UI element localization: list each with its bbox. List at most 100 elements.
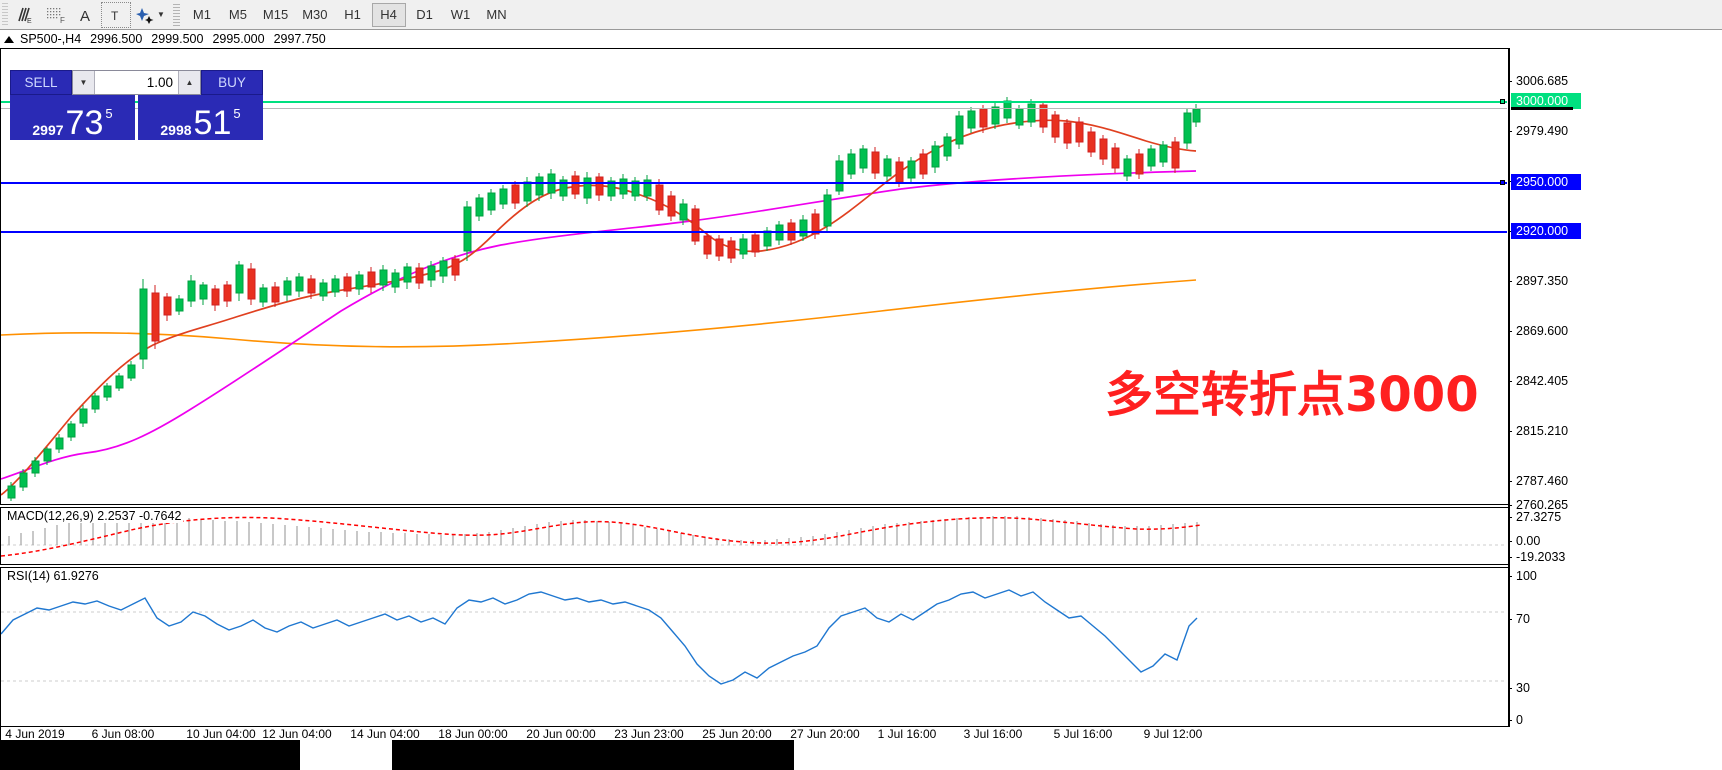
macd-tick-label: 27.3275 xyxy=(1516,510,1562,524)
volume-increment-icon[interactable]: ▲ xyxy=(178,71,200,94)
time-tick-2: 10 Jun 04:00 xyxy=(186,727,256,741)
sell-price-pipette: 5 xyxy=(105,106,113,121)
chart-annotation-text: 多空转折点3000 xyxy=(1105,367,1479,423)
rsi-pane[interactable]: RSI(14) 61.9276 xyxy=(0,567,1508,727)
macd-tick-label: -19.2033 xyxy=(1516,550,1566,564)
sell-price-display[interactable]: 2997 73 5 xyxy=(10,95,135,140)
price-tick-label: 2897.350 xyxy=(1516,274,1569,288)
sell-button[interactable]: SELL xyxy=(10,70,72,95)
buy-price-display[interactable]: 2998 51 5 xyxy=(138,95,263,140)
candlestick-series xyxy=(7,97,1201,501)
rsi-chart-svg xyxy=(1,589,1507,685)
price-chart-svg xyxy=(1,97,1201,501)
price-tick-7: 2815.210 xyxy=(1507,424,1569,438)
toolbar-grip[interactable] xyxy=(2,2,8,27)
volume-decrement-icon[interactable]: ▼ xyxy=(73,71,95,94)
time-tick-8: 25 Jun 20:00 xyxy=(702,727,772,741)
bid-price-line[interactable] xyxy=(1,101,1507,103)
macd-tick-2: -19.2033 xyxy=(1507,550,1566,564)
price-tick-label: 2787.460 xyxy=(1516,474,1569,488)
symbol-ohlc-bar: SP500-,H4 2996.500 2999.500 2995.000 299… xyxy=(0,30,335,48)
buy-price-pipette: 5 xyxy=(233,106,241,121)
timeframe-m30[interactable]: M30 xyxy=(302,7,328,22)
ma-orange-line xyxy=(1,279,1197,348)
grid-f-icon[interactable]: F xyxy=(41,2,71,28)
text-label-icon[interactable]: T xyxy=(101,1,131,28)
price-tick-label: 2815.210 xyxy=(1516,424,1569,438)
indicators-icon[interactable]: E xyxy=(11,2,41,28)
objects-icon[interactable] xyxy=(131,2,161,28)
macd-signal-line xyxy=(1,516,1202,557)
rsi-scale: 100 70 30 0 xyxy=(1508,567,1722,727)
collapse-triangle-icon[interactable] xyxy=(4,35,14,43)
macd-tick-1: 0.00 xyxy=(1507,534,1541,548)
bottom-bar xyxy=(0,740,1722,770)
svg-text:F: F xyxy=(60,16,65,25)
price-tick-5: 2869.600 xyxy=(1507,324,1569,338)
price-tick-label: 2979.490 xyxy=(1516,124,1569,138)
timeframe-m5[interactable]: M5 xyxy=(228,7,247,22)
timeframe-mn[interactable]: MN xyxy=(486,7,507,22)
volume-stepper[interactable]: ▼ 1.00 ▲ xyxy=(72,70,201,95)
timeframe-w1[interactable]: W1 xyxy=(450,7,471,22)
macd-chart-svg xyxy=(1,513,1507,557)
sell-price-main: 73 xyxy=(65,104,104,142)
chart-frame: SP500-,H4 2996.500 2999.500 2995.000 299… xyxy=(0,30,1722,770)
time-tick-5: 18 Jun 00:00 xyxy=(438,727,508,741)
macd-tick-label: 0.00 xyxy=(1516,534,1541,548)
toolbar-separator xyxy=(172,3,180,26)
text-a-icon[interactable]: A xyxy=(71,2,101,28)
bid-price-label[interactable]: 3000.000 xyxy=(1511,93,1581,109)
ohlc-low: 2995.000 xyxy=(212,32,265,46)
trade-panel-prices-row: 2997 73 5 2998 51 5 xyxy=(10,95,263,140)
price-tick-8: 2787.460 xyxy=(1507,474,1569,488)
support-2950-handle[interactable] xyxy=(1500,180,1505,185)
price-tick-4: 2897.350 xyxy=(1507,274,1569,288)
price-tick-label: 2760.265 xyxy=(1516,498,1569,512)
timeframe-h1[interactable]: H1 xyxy=(344,7,361,22)
support-line-2920[interactable] xyxy=(1,231,1507,233)
level-label-2920[interactable]: 2920.000 xyxy=(1511,223,1581,239)
timeframe-m15[interactable]: M15 xyxy=(262,7,289,22)
ohlc-close: 2997.750 xyxy=(273,32,326,46)
time-axis[interactable]: 4 Jun 2019 6 Jun 08:00 10 Jun 04:00 12 J… xyxy=(0,727,1508,741)
rsi-tick-label: 30 xyxy=(1516,681,1530,695)
price-tick-1: 2979.490 xyxy=(1507,124,1569,138)
ohlc-high: 2999.500 xyxy=(151,32,204,46)
time-tick-1: 6 Jun 08:00 xyxy=(91,727,155,741)
volume-value[interactable]: 1.00 xyxy=(146,75,173,90)
rsi-tick-3: 0 xyxy=(1508,713,1523,727)
one-click-trading-panel[interactable]: SELL ▼ 1.00 ▲ BUY 2997 73 5 2998 51 5 xyxy=(10,70,263,140)
macd-pane[interactable]: MACD(12,26,9) 2.2537 -0.7642 xyxy=(0,507,1508,565)
rsi-tick-2: 30 xyxy=(1508,681,1530,695)
main-toolbar: E F A T ▼ M1 M5 M15 M30 H1 H4 D1 W1 MN xyxy=(0,0,1722,30)
time-tick-11: 3 Jul 16:00 xyxy=(963,727,1023,741)
price-scale[interactable]: 3006.685 2979.490 2952.295 2924.545 2897… xyxy=(1507,48,1722,512)
ohlc-open: 2996.500 xyxy=(90,32,143,46)
timeframe-h4[interactable]: H4 xyxy=(371,2,406,27)
bottom-bar-block-right xyxy=(392,740,794,770)
trade-panel-top-row: SELL ▼ 1.00 ▲ BUY xyxy=(10,70,263,95)
buy-price-integer: 2998 xyxy=(160,122,192,138)
price-tick-6: 2842.405 xyxy=(1507,374,1568,388)
macd-title: MACD(12,26,9) 2.2537 -0.7642 xyxy=(5,509,184,523)
buy-price-main: 51 xyxy=(193,104,232,142)
bid-line-handle[interactable] xyxy=(1500,99,1505,104)
time-tick-7: 23 Jun 23:00 xyxy=(614,727,684,741)
timeframe-m1[interactable]: M1 xyxy=(192,7,211,22)
level-label-2950[interactable]: 2950.000 xyxy=(1511,174,1581,190)
svg-text:E: E xyxy=(27,18,32,25)
price-axis-line xyxy=(1508,48,1510,727)
price-tick-label: 2869.600 xyxy=(1516,324,1569,338)
time-tick-10: 1 Jul 16:00 xyxy=(877,727,937,741)
ma-red-line xyxy=(1,119,1197,496)
svg-text:T: T xyxy=(111,9,119,23)
chevron-down-icon[interactable]: ▼ xyxy=(157,10,165,19)
support-line-2950[interactable] xyxy=(1,182,1507,184)
timeframe-d1[interactable]: D1 xyxy=(416,7,433,22)
macd-scale: 27.3275 0.00 -19.2033 xyxy=(1507,507,1722,565)
symbol-label: SP500-,H4 xyxy=(20,32,82,46)
ask-price-line[interactable] xyxy=(1,108,1507,109)
buy-button[interactable]: BUY xyxy=(201,70,263,95)
svg-text:A: A xyxy=(80,8,90,25)
